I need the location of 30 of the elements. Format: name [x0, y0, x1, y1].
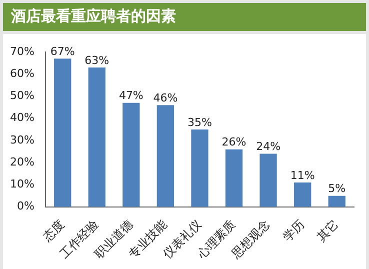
x-tick-label: 学历 [280, 217, 307, 244]
bar [122, 102, 140, 207]
data-label: 26% [222, 136, 246, 149]
y-tick-label: 30% [10, 133, 34, 146]
bar [191, 129, 208, 207]
data-label: 24% [256, 140, 281, 154]
bar [294, 182, 312, 207]
bar [54, 58, 72, 207]
y-tick-label: 50% [10, 89, 34, 102]
data-label: 35% [188, 116, 212, 129]
data-label: 5% [328, 182, 346, 196]
chart-title: 酒店最看重应聘者的因素 [3, 3, 366, 31]
x-tick-label: 其它 [314, 217, 342, 244]
data-label: 46% [153, 91, 178, 104]
data-label: 63% [84, 54, 110, 67]
y-tick-label: 70% [10, 44, 34, 58]
y-tick-label: 40% [10, 111, 34, 124]
y-tick-label: 60% [10, 66, 34, 80]
y-tick-label: 20% [10, 155, 34, 168]
data-label: 11% [290, 168, 315, 182]
bar [225, 149, 243, 207]
bar [156, 105, 174, 207]
bar [88, 67, 106, 207]
x-tick-label: 态度 [39, 217, 67, 245]
y-tick-label: 10% [10, 178, 34, 191]
bar [260, 154, 277, 207]
y-tick-label: 0% [16, 200, 34, 213]
bar [328, 196, 346, 207]
data-label: 67% [50, 44, 75, 58]
data-label: 47% [118, 89, 144, 102]
